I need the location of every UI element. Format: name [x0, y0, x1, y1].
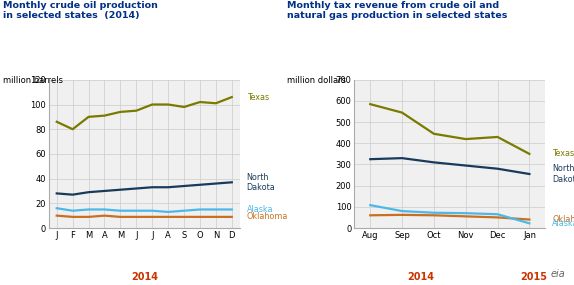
Text: 2014: 2014: [408, 272, 435, 282]
Text: Texas: Texas: [247, 93, 269, 101]
Text: eia: eia: [550, 269, 565, 279]
Text: Alaska: Alaska: [552, 219, 574, 228]
Text: Monthly crude oil production
in selected states  (2014): Monthly crude oil production in selected…: [3, 1, 158, 20]
Text: million dollars: million dollars: [287, 76, 346, 85]
Text: 2015: 2015: [521, 272, 548, 282]
Text: 2014: 2014: [131, 272, 158, 282]
Text: Alaska: Alaska: [247, 205, 273, 214]
Text: Oklahoma: Oklahoma: [552, 215, 574, 224]
Text: Oklahoma: Oklahoma: [247, 212, 288, 221]
Text: Monthly tax revenue from crude oil and
natural gas production in selected states: Monthly tax revenue from crude oil and n…: [287, 1, 507, 20]
Text: Texas: Texas: [552, 149, 574, 158]
Text: North
Dakota: North Dakota: [552, 164, 574, 184]
Text: North
Dakota: North Dakota: [247, 173, 276, 192]
Text: million barrels: million barrels: [3, 76, 63, 85]
